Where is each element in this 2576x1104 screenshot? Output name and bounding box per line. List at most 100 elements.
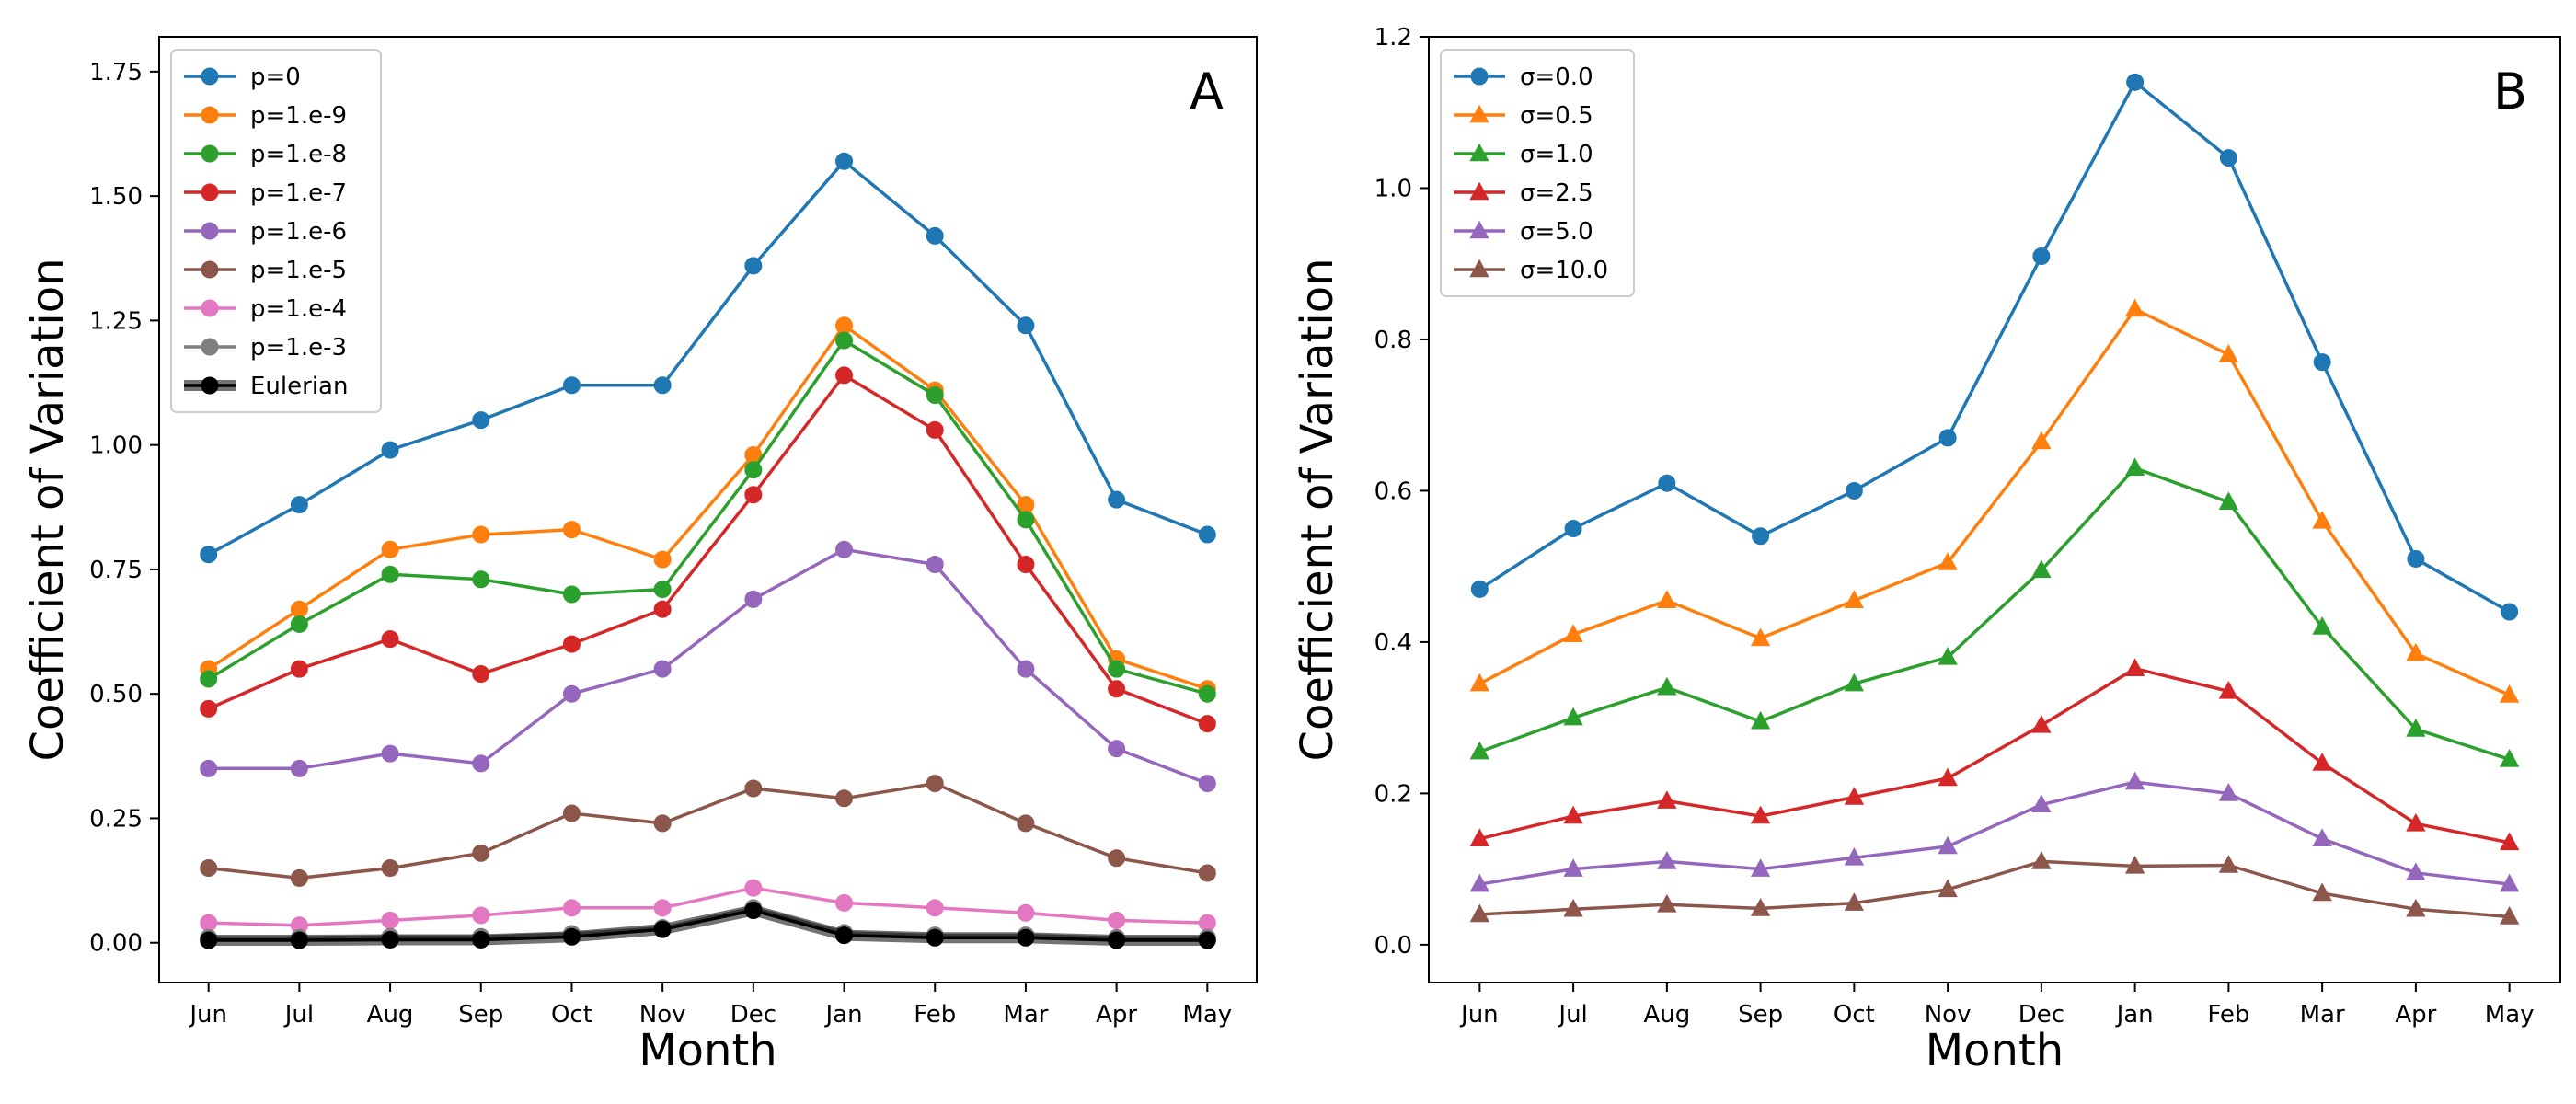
legend-item: σ=1.0 (1454, 141, 1593, 168)
data-point (290, 600, 308, 618)
legend-marker (201, 338, 219, 356)
data-point (1750, 627, 1771, 647)
data-point (1469, 828, 1490, 846)
legend-item: p=1.e-4 (184, 295, 347, 323)
legend-item: p=1.e-6 (184, 218, 347, 246)
y-axis-label: Coefficient of Variation (1292, 258, 1343, 761)
data-point (653, 550, 672, 569)
x-tick-label: Aug (367, 1001, 414, 1029)
data-point (835, 316, 854, 335)
data-point (1198, 715, 1216, 733)
x-tick-label: Jun (188, 1001, 227, 1029)
x-tick-label: Feb (2207, 1001, 2249, 1029)
data-point (1938, 552, 1958, 570)
data-point (1108, 740, 1126, 758)
data-point (200, 699, 218, 718)
data-point (926, 928, 944, 947)
data-point (2312, 616, 2332, 635)
data-point (2124, 457, 2145, 476)
data-point (835, 789, 854, 808)
series-3 (1469, 457, 2520, 767)
legend-item: σ=2.5 (1454, 179, 1593, 207)
x-tick-label: Nov (1925, 1001, 1972, 1029)
legend-marker (1469, 220, 1489, 239)
data-point (1563, 707, 1583, 726)
data-point (1658, 474, 1676, 492)
data-point (290, 615, 308, 633)
x-axis-label: Month (1926, 1025, 2064, 1076)
data-point (2499, 906, 2520, 925)
data-point (1198, 775, 1216, 793)
legend-item: p=1.e-8 (184, 141, 347, 168)
legend-label: σ=10.0 (1520, 257, 1608, 284)
series-5 (1469, 771, 2520, 892)
y-tick-label: 1.50 (89, 183, 143, 211)
plot-frame (158, 36, 1258, 983)
data-point (1469, 741, 1490, 760)
data-point (1750, 805, 1771, 824)
data-point (1017, 316, 1035, 335)
data-point (1108, 660, 1126, 678)
series-7 (200, 879, 1216, 935)
data-point (2218, 855, 2239, 873)
data-point (2406, 719, 2426, 737)
y-tick-label: 0.0 (1374, 932, 1412, 960)
series-line (1478, 466, 2511, 762)
legend-item: σ=5.0 (1454, 218, 1593, 246)
data-point (744, 590, 763, 608)
data-point (381, 565, 399, 583)
legend-item: p=0 (184, 63, 301, 91)
data-point (381, 930, 399, 949)
series-line (208, 547, 1208, 786)
data-point (653, 660, 672, 678)
data-point (472, 411, 490, 430)
x-tick-label: Oct (1834, 1001, 1875, 1029)
x-tick-label: Oct (551, 1001, 592, 1029)
legend-item: p=1.e-9 (184, 102, 347, 130)
legend-marker (1469, 259, 1489, 278)
data-point (926, 556, 944, 574)
data-point (2218, 680, 2239, 699)
data-point (2312, 882, 2332, 902)
data-point (381, 859, 399, 878)
data-point (562, 585, 581, 604)
data-point (290, 496, 308, 514)
data-point (2406, 862, 2426, 880)
data-point (744, 879, 763, 897)
data-point (744, 461, 763, 479)
data-point (381, 630, 399, 649)
x-tick-label: Jul (1557, 1001, 1587, 1029)
panel-label: A (1190, 63, 1224, 121)
data-point (200, 914, 218, 932)
data-point (381, 911, 399, 929)
data-point (744, 257, 763, 275)
data-point (1563, 805, 1583, 824)
data-point (2031, 851, 2052, 869)
data-point (1469, 673, 1490, 692)
data-point (2218, 491, 2239, 510)
legend-marker (201, 260, 219, 279)
legend-label: p=1.e-7 (250, 179, 347, 207)
series-line (208, 908, 1208, 942)
series-4 (200, 366, 1216, 733)
legend-marker (201, 144, 219, 163)
series-line (207, 339, 1208, 696)
data-point (744, 902, 763, 920)
series-3 (200, 331, 1216, 703)
legend-box (170, 49, 382, 413)
y-tick-label: 1.75 (89, 59, 143, 86)
data-point (472, 525, 490, 544)
data-point (926, 386, 944, 405)
series-2 (1469, 298, 2520, 703)
x-tick-label: Mar (1003, 1001, 1048, 1029)
data-point (1108, 680, 1126, 698)
data-point (472, 930, 490, 949)
data-point (2312, 510, 2332, 529)
data-point (1564, 520, 1582, 538)
y-tick-label: 1.25 (89, 307, 143, 335)
legend-marker (201, 222, 219, 240)
chart-panel-b: 0.0 0.2 0.4 0.6 0.8 1.0 1.2 Jun Jul Aug Sep Oct Nov D… (1292, 24, 2561, 1076)
x-tick-label: Dec (2018, 1001, 2064, 1029)
legend-label: σ=1.0 (1520, 141, 1593, 168)
